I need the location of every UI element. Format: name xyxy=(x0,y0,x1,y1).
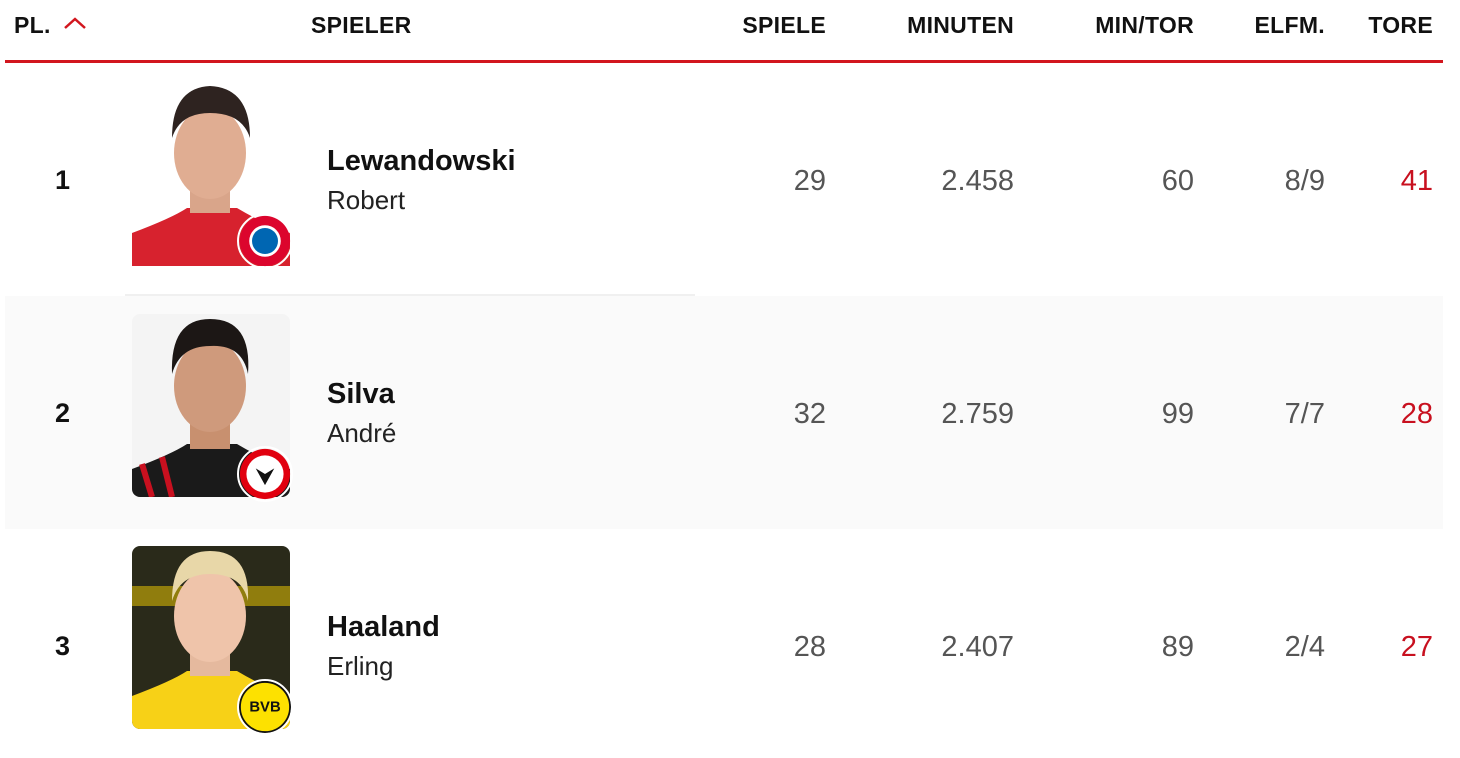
penalties-value: 8/9 xyxy=(1284,165,1325,197)
penalties-value: 7/7 xyxy=(1284,398,1325,430)
player-first-name: Robert xyxy=(327,185,406,215)
column-player[interactable]: SPIELER xyxy=(311,12,412,38)
games-value: 28 xyxy=(793,631,826,663)
table-header: PL. SPIELER SPIELE MINUTEN MIN/TOR ELFM.… xyxy=(5,0,1443,63)
column-games[interactable]: SPIELE xyxy=(742,12,826,38)
player-last-name[interactable]: Lewandowski xyxy=(327,145,516,177)
games-value: 32 xyxy=(793,398,826,430)
svg-text:BVB: BVB xyxy=(249,700,281,716)
goals-value: 28 xyxy=(1400,398,1433,430)
minutes-value: 2.407 xyxy=(941,631,1014,663)
column-min-per-goal[interactable]: MIN/TOR xyxy=(1095,12,1194,38)
rank: 2 xyxy=(55,398,71,428)
rank: 3 xyxy=(55,631,71,661)
min-per-goal-value: 89 xyxy=(1161,631,1194,663)
player-last-name[interactable]: Haaland xyxy=(327,611,440,643)
table-row[interactable]: 2 Silva André 32 2.759 99 7/7 28 xyxy=(5,296,1443,529)
goals-value: 27 xyxy=(1400,631,1433,663)
player-last-name[interactable]: Silva xyxy=(327,378,395,410)
row-divider xyxy=(125,294,695,296)
club-crest-frankfurt xyxy=(237,446,293,502)
min-per-goal-value: 99 xyxy=(1161,398,1194,430)
column-goals[interactable]: TORE xyxy=(1368,12,1433,38)
player-first-name: André xyxy=(327,418,397,448)
column-rank[interactable]: PL. xyxy=(14,12,51,38)
minutes-value: 2.458 xyxy=(941,165,1014,197)
min-per-goal-value: 60 xyxy=(1161,165,1194,197)
table-row[interactable]: 3 BVB Haaland Erling 28 2.407 89 2/4 27 xyxy=(5,529,1443,758)
penalties-value: 2/4 xyxy=(1284,631,1325,663)
games-value: 29 xyxy=(793,165,826,197)
table-row[interactable]: 1 Lewandowski Robert 29 2.458 60 8/9 41 xyxy=(5,63,1443,296)
column-minutes[interactable]: MINUTEN xyxy=(907,12,1014,38)
player-first-name: Erling xyxy=(327,651,394,681)
column-penalties[interactable]: ELFM. xyxy=(1254,12,1325,38)
rank: 1 xyxy=(55,165,71,195)
goals-value: 41 xyxy=(1400,165,1433,197)
club-crest-dortmund: BVB xyxy=(237,679,293,735)
chevron-up-icon[interactable] xyxy=(63,16,87,30)
minutes-value: 2.759 xyxy=(941,398,1014,430)
club-crest-bayern xyxy=(237,213,293,269)
